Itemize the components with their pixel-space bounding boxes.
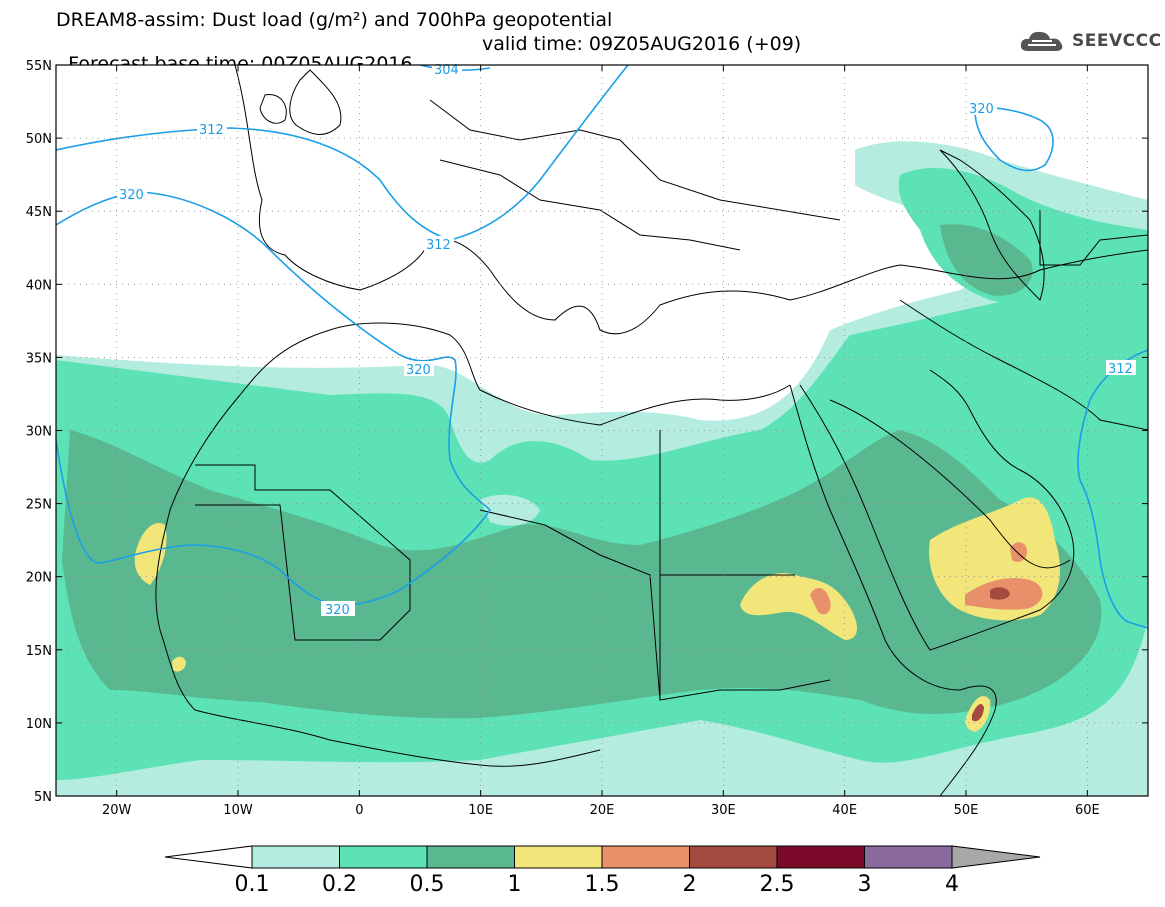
- colorbar-label: 1.5: [584, 872, 620, 897]
- colorbar-swatch: [514, 845, 603, 869]
- lon-label: 60E: [1075, 803, 1100, 818]
- contour-label-320-algeria: 320: [406, 363, 431, 378]
- lat-label: 30N: [26, 425, 52, 440]
- lon-label: 30E: [711, 803, 736, 818]
- colorbar-label: 1: [507, 872, 522, 897]
- lon-label: 50E: [954, 803, 979, 818]
- colorbar-swatch: [251, 845, 340, 869]
- lat-label: 20N: [26, 571, 52, 586]
- contour-label-304: 304: [434, 63, 459, 78]
- axis-ticks: [56, 64, 1148, 797]
- coastline-britain: [289, 69, 342, 135]
- lon-label: 20W: [102, 803, 132, 818]
- border-europe-1: [429, 99, 841, 221]
- lon-label: 10W: [223, 803, 253, 818]
- coastline-north-africa: [239, 322, 791, 426]
- colorbar-label: 0.1: [234, 872, 270, 897]
- contour-label-320-northeast: 320: [969, 102, 994, 117]
- cloud-icon: [1020, 31, 1063, 51]
- colorbar-swatch: [601, 845, 690, 869]
- dust-region-1.0-senegal: [172, 656, 186, 672]
- contour-label-320-sahara: 320: [325, 603, 350, 618]
- contour-320-west: [56, 191, 492, 607]
- colorbar-label: 3: [857, 872, 872, 897]
- lat-label: 25N: [26, 498, 52, 513]
- lat-label: 10N: [26, 717, 52, 732]
- dust-region-1.0-sudan: [740, 573, 858, 640]
- coastline-horn-of-africa: [939, 685, 997, 796]
- border-sahara-1: [195, 464, 411, 641]
- contour-label-312-europe: 312: [426, 238, 451, 253]
- colorbar-label: 0.2: [322, 872, 357, 897]
- colorbar-label: 2.5: [759, 872, 795, 897]
- coastline-west-africa: [155, 394, 601, 767]
- border-europe-2: [439, 159, 741, 251]
- seevccc-logo: SEEVCCC: [1018, 26, 1162, 56]
- dust-region-1.5-sudan: [810, 588, 831, 615]
- border-central-asia: [1039, 210, 1148, 266]
- latitude-labels: 55N 50N 45N 40N 35N 30N 25N 20N 15N 10N 5N: [26, 59, 52, 805]
- geopotential-contours: [56, 65, 1148, 629]
- coastline-ireland: [259, 94, 287, 124]
- colorbar-swatch: [864, 845, 953, 869]
- logo-text: SEEVCCC: [1072, 31, 1162, 51]
- contour-label-312-west: 312: [199, 123, 224, 138]
- lon-label: 0: [355, 803, 363, 818]
- contour-label-312-east: 312: [1108, 362, 1133, 377]
- colorbar-swatch: [689, 845, 778, 869]
- dust-region-0.5: [62, 430, 1102, 719]
- colorbar-label: 2: [682, 872, 697, 897]
- lat-label: 50N: [26, 132, 52, 147]
- colorbar-over-triangle: [951, 845, 1041, 869]
- lat-label: 35N: [26, 351, 52, 366]
- lat-label: 55N: [26, 59, 52, 74]
- colorbar-swatch: [426, 845, 515, 869]
- longitude-labels: 20W 10W 0 10E 20E 30E 40E 50E 60E: [102, 803, 1100, 818]
- colorbar-under-triangle: [164, 845, 253, 869]
- dust-region-2.0-arabia: [990, 587, 1010, 600]
- graticule: [56, 65, 1148, 796]
- colorbar-label: 4: [945, 872, 959, 897]
- country-borders: [155, 65, 1148, 796]
- colorbar-swatch: [339, 845, 428, 869]
- lon-label: 40E: [832, 803, 857, 818]
- lon-label: 20E: [590, 803, 615, 818]
- dust-load-field: [56, 141, 1148, 796]
- contour-labels: 304 312 320 312 320 320 320 312: [117, 61, 1136, 618]
- lat-label: 5N: [34, 790, 52, 805]
- lat-label: 45N: [26, 205, 52, 220]
- contour-label-320-west: 320: [119, 188, 144, 203]
- lat-label: 40N: [26, 278, 52, 293]
- dust-gap-libya: [480, 494, 540, 526]
- border-caspian: [939, 149, 1045, 301]
- border-arabia: [829, 399, 1071, 569]
- dust-region-1.0-mauritania: [134, 523, 167, 585]
- map-title: DREAM8-assim: Dust load (g/m²) and 700hP…: [56, 9, 613, 31]
- border-sahara-2: [479, 509, 661, 701]
- contour-312-east: [1077, 349, 1148, 629]
- border-sudan: [659, 575, 831, 701]
- colorbar-label: 0.5: [409, 872, 445, 897]
- coastline-arabia: [799, 369, 1075, 651]
- lon-label: 10E: [468, 803, 493, 818]
- colorbar: [164, 845, 1041, 869]
- valid-time: valid time: 09Z05AUG2016 (+09): [482, 33, 802, 55]
- border-iran: [899, 299, 1148, 431]
- coastline-europe: [234, 65, 1148, 335]
- colorbar-swatch: [776, 845, 865, 869]
- contour-312-west: [56, 65, 629, 241]
- coastline-red-sea: [789, 384, 961, 691]
- dust-region-2.0-somalia: [972, 704, 984, 722]
- lat-label: 15N: [26, 644, 52, 659]
- contour-320-northeast: [974, 107, 1054, 172]
